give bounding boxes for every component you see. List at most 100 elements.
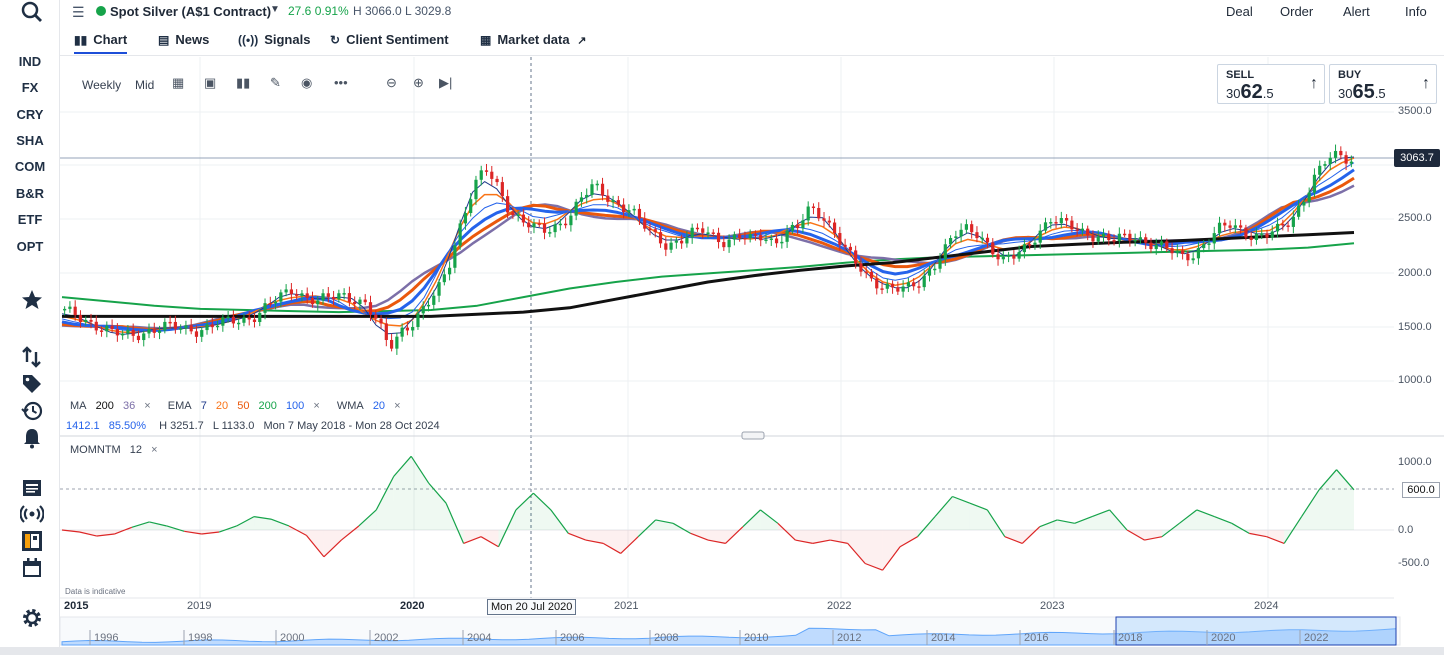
momentum-shade [1057, 519, 1075, 530]
candle-body [1175, 250, 1179, 254]
candle-body [147, 329, 151, 334]
momentum-shade [830, 530, 848, 544]
tag-icon[interactable] [20, 372, 44, 396]
navigator-year: 2016 [1024, 632, 1049, 644]
candle-body [1244, 227, 1248, 238]
wma20-line [61, 162, 1355, 332]
newspaper-icon[interactable] [20, 476, 44, 500]
remove-ema-icon[interactable]: × [313, 400, 320, 412]
tab-chart[interactable]: ▮▮ Chart [74, 32, 128, 54]
candle-body [437, 282, 441, 296]
tab-news[interactable]: ▤ News [158, 32, 210, 47]
ema20-line [61, 157, 1355, 334]
momentum-shade [114, 527, 132, 535]
settings-gear-icon[interactable] [20, 606, 44, 630]
candle-body [996, 254, 1000, 260]
sidebar-item-fx[interactable]: FX [21, 80, 39, 95]
calendar-icon[interactable] [20, 556, 44, 580]
price-type-selector[interactable]: Mid [135, 78, 155, 92]
sell-label: SELL [1226, 69, 1255, 81]
momentum-segment [777, 522, 796, 541]
zoom-in-icon[interactable]: ⊕ [413, 75, 424, 90]
star-icon[interactable] [20, 288, 44, 312]
studies-icon[interactable]: ▣ [204, 75, 217, 90]
ma-period-200: 200 [95, 400, 114, 412]
deal-button[interactable]: Deal [1226, 4, 1253, 19]
sidebar-item-etf[interactable]: ETF [17, 212, 43, 227]
candle-body [811, 206, 816, 209]
candle-body [574, 201, 578, 216]
order-button[interactable]: Order [1280, 4, 1314, 19]
bell-icon[interactable] [20, 426, 44, 450]
momentum-segment [497, 509, 517, 548]
candle-body [448, 267, 452, 275]
candle-body [500, 182, 504, 197]
more-icon[interactable]: ••• [334, 75, 348, 90]
tr-logo-icon[interactable] [20, 529, 44, 553]
instrument-title[interactable]: Spot Silver (A$1 Contract) [110, 4, 272, 19]
sidebar-item-sha[interactable]: SHA [16, 133, 44, 148]
navigator-year: 2020 [1211, 632, 1236, 644]
jump-to-end-icon[interactable]: ▶| [439, 75, 453, 90]
candle-body [115, 328, 119, 336]
remove-wma-icon[interactable]: × [394, 400, 401, 412]
search-icon[interactable] [20, 0, 44, 24]
sidebar-item-br[interactable]: B&R [15, 186, 45, 201]
momentum-shade [1249, 530, 1267, 537]
ema-period-20: 20 [215, 400, 229, 412]
candle-body [1349, 161, 1353, 164]
sidebar-item-cry[interactable]: CRY [16, 107, 44, 122]
candle-body [854, 250, 858, 264]
candle-body [252, 319, 257, 322]
interval-selector[interactable]: Weekly [82, 78, 122, 92]
candle-body [99, 330, 104, 332]
momentum-shade [341, 525, 359, 541]
momentum-segment [1336, 469, 1355, 491]
candle-body [864, 271, 868, 274]
candle-body [1260, 233, 1264, 235]
buy-button[interactable]: BUY 3065.5 ↑ [1329, 64, 1437, 104]
momentum-segment [393, 455, 412, 477]
candle-body [400, 327, 404, 337]
ma-period-36: 36 [122, 400, 136, 412]
candle-type-icon[interactable]: ▦ [172, 75, 185, 90]
left-sidebar: IND FX CRY SHA COM B&R ETF OPT [0, 0, 60, 655]
tab-client-sentiment[interactable]: ↻ Client Sentiment [330, 32, 449, 47]
tab-market-data[interactable]: ▦ Market data ↗ [480, 32, 587, 47]
history-icon[interactable] [20, 399, 44, 423]
eye-icon[interactable]: ◉ [301, 75, 313, 90]
info-button[interactable]: Info [1405, 4, 1427, 19]
chevron-down-icon[interactable]: ▼ [270, 4, 280, 15]
momentum-segment [742, 509, 761, 528]
candle-body [653, 229, 657, 233]
momentum-segment [602, 542, 622, 554]
candle-body [938, 259, 942, 269]
tab-signals[interactable]: ((•)) Signals [238, 32, 311, 47]
sell-button[interactable]: SELL 3062.5 ↑ [1217, 64, 1325, 104]
candle-body [1006, 255, 1011, 257]
sidebar-item-ind[interactable]: IND [18, 54, 42, 69]
draw-pencil-icon[interactable]: ✎ [270, 75, 281, 90]
zoom-out-icon[interactable]: ⊖ [386, 75, 397, 90]
ma-name: MA [70, 400, 87, 412]
momentum-segment [637, 519, 657, 538]
navigator-year: 2004 [467, 632, 492, 644]
momentum-segment [375, 476, 395, 511]
momentum-shade [655, 519, 674, 530]
candle-body [674, 240, 678, 243]
remove-ma-icon[interactable]: × [144, 400, 151, 412]
bar-chart-icon[interactable]: ▮▮ [236, 75, 251, 90]
stats-row: 1412.1 85.50% H 3251.7 L 1133.0 Mon 7 Ma… [66, 420, 446, 432]
sidebar-item-opt[interactable]: OPT [16, 239, 44, 254]
candle-body [827, 220, 831, 223]
candle-body [637, 208, 642, 219]
menu-icon[interactable]: ☰ [72, 4, 85, 20]
broadcast-icon[interactable] [20, 502, 44, 526]
sidebar-item-com[interactable]: COM [14, 159, 46, 174]
swap-icon[interactable] [20, 345, 44, 369]
alert-button[interactable]: Alert [1343, 4, 1370, 19]
stat-range: Mon 7 May 2018 - Mon 28 Oct 2024 [263, 420, 440, 432]
momentum-segment [1161, 522, 1180, 538]
remove-momentum-icon[interactable]: × [151, 444, 158, 456]
candle-body [1291, 216, 1295, 227]
